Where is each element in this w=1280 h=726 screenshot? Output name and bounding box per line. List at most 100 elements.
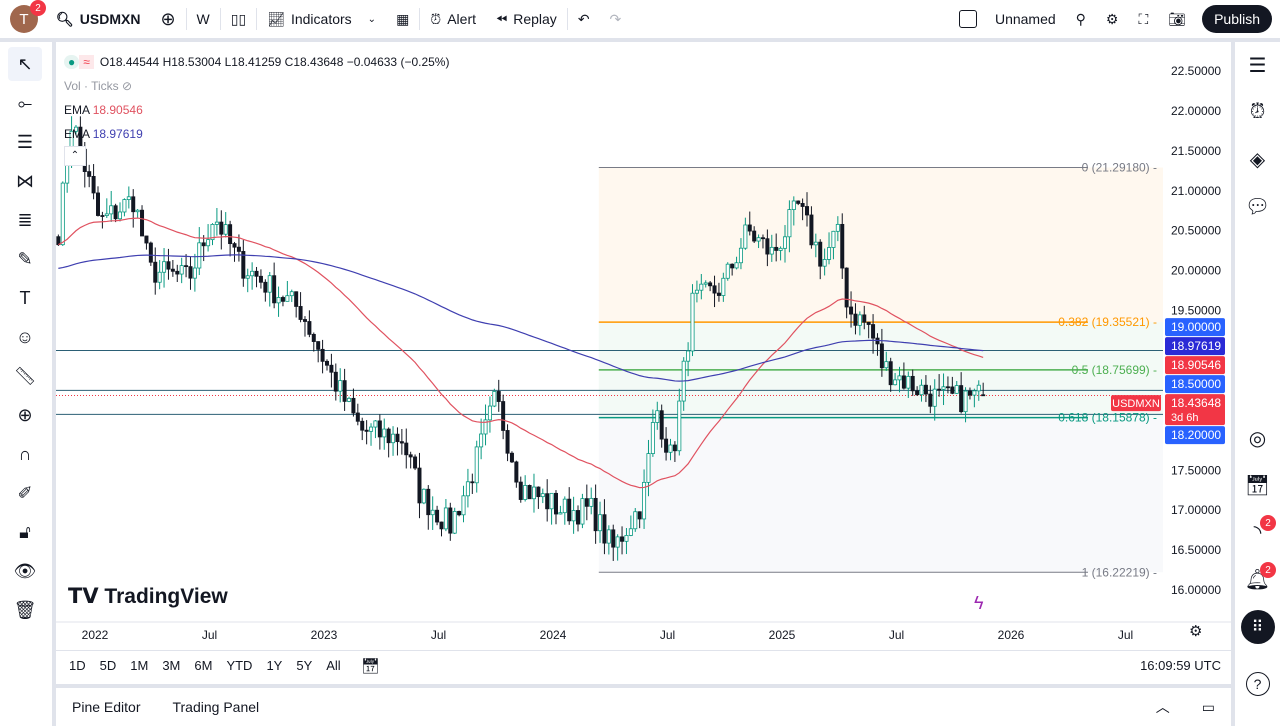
quick-search-button[interactable]: ⚲ (1066, 0, 1096, 38)
ruler-icon: 📏︎ (13, 365, 37, 386)
pattern-tool[interactable]: ⋈ (8, 164, 42, 198)
fib-tool[interactable]: ≣ (8, 203, 42, 237)
range-1d[interactable]: 1D (69, 658, 86, 673)
lock-tool[interactable]: 🔓︎ (8, 515, 42, 549)
candle-body (646, 453, 651, 483)
candle-body (373, 420, 378, 428)
collapse-panel-icon[interactable]: ︿ (1155, 699, 1170, 715)
undo-button[interactable]: ↶ (568, 0, 600, 38)
ideas-button[interactable]: ◝ 2 (1235, 509, 1280, 556)
maximize-panel-icon[interactable]: ▭ (1201, 698, 1215, 715)
range-5d[interactable]: 5D (99, 658, 117, 673)
candle-body (580, 498, 585, 525)
hotlists-button[interactable]: ◎ (1235, 415, 1280, 462)
interval-button[interactable]: W (196, 11, 210, 27)
compare-button[interactable]: ⊕ (150, 0, 185, 38)
candle-body (316, 341, 321, 350)
time-tick: Jul (660, 628, 675, 642)
chat-button[interactable]: 💬︎ (1235, 183, 1280, 230)
range-6m[interactable]: 6M (194, 658, 213, 673)
replay-button[interactable]: ⏪︎ Replay (496, 10, 557, 28)
fullscreen-button[interactable]: ⛶ (1128, 0, 1158, 38)
candle-body (694, 289, 699, 294)
hidden-eye-icon[interactable]: ⊘ (122, 79, 133, 93)
candle-body (87, 171, 92, 177)
symbol-search[interactable]: 🔍︎ USDMXN (56, 10, 141, 28)
redo-button[interactable]: ↷ (600, 0, 632, 38)
text-tool[interactable]: T (8, 281, 42, 315)
pattern-icon: ⋈ (16, 170, 34, 191)
time-tick: 2026 (998, 628, 1025, 642)
candle-body (258, 275, 263, 283)
chart-pane[interactable]: 0 (21.29180) - 0.382 (19.35521) - 0.5 (18.… (56, 42, 1231, 684)
alarm-icon: ⏰︎ (430, 10, 442, 27)
layout-button[interactable]: Unnamed (949, 0, 1066, 38)
range-1y[interactable]: 1Y (266, 658, 283, 673)
candle-body (413, 456, 418, 469)
chart-type-button[interactable]: ▯▯ (221, 0, 256, 38)
candle-body (109, 205, 114, 215)
collapse-legend-button[interactable]: ⌃ (64, 146, 86, 166)
brush-tool[interactable]: ✎ (8, 242, 42, 276)
time-tick: Jul (889, 628, 904, 642)
price-label-text: 18.50000 (1171, 377, 1221, 391)
candle-body (668, 444, 673, 453)
publish-button[interactable]: Publish (1202, 5, 1272, 33)
candle-body (492, 391, 497, 407)
candle-body (809, 214, 814, 246)
remove-tool[interactable]: 🗑︎ (8, 593, 42, 627)
cursor-tool[interactable]: ↖ (8, 47, 42, 81)
tradingview-logo: 𝗧𝗩 TradingView (68, 585, 228, 608)
candle-body (655, 410, 660, 423)
time-tick: 2025 (769, 628, 796, 642)
trendline-tool[interactable]: ⟜ (8, 86, 42, 120)
tv-logo-icon: 𝗧𝗩 (68, 585, 105, 608)
range-3m[interactable]: 3M (162, 658, 181, 673)
stay-drawing-tool[interactable]: ✐ (8, 476, 42, 510)
calendar-button[interactable]: 📅︎ (1235, 462, 1280, 509)
candle-body (470, 481, 475, 484)
lightning-icon[interactable]: ϟ (974, 593, 984, 613)
tab-trading-panel[interactable]: Trading Panel (172, 699, 260, 715)
magnet-tool[interactable]: ∩ (8, 437, 42, 471)
alert-button[interactable]: ⏰︎ Alert (430, 10, 477, 28)
candle-body (457, 510, 462, 516)
snapshot-button[interactable]: 📷︎ (1158, 0, 1196, 38)
price-chart[interactable]: 0 (21.29180) - 0.382 (19.35521) - 0.5 (18.… (56, 42, 1231, 650)
tab-pine-editor[interactable]: Pine Editor (72, 699, 141, 715)
indicators-button[interactable]: 📈︎ Indicators ⌄ (267, 10, 377, 28)
range-all[interactable]: All (326, 658, 341, 673)
range-5y[interactable]: 5Y (296, 658, 313, 673)
settings-button[interactable]: ⚙ (1096, 0, 1129, 38)
apps-button[interactable]: ⠿ (1235, 603, 1280, 650)
zoom-tool[interactable]: ⊕ (8, 398, 42, 432)
candle-body (483, 419, 488, 435)
candle-body (624, 535, 629, 542)
notifications-button[interactable]: 🔔︎ 2 (1235, 556, 1280, 603)
candle-body (928, 393, 933, 407)
alerts-button[interactable]: ⏰︎ (1235, 89, 1280, 136)
candle-body (430, 509, 435, 516)
hline-tool[interactable]: ☰ (8, 125, 42, 159)
candle-body (664, 438, 669, 453)
brush-icon: ✎ (17, 248, 33, 269)
emoji-tool[interactable]: ☺ (8, 320, 42, 354)
rewind-icon: ⏪︎ (496, 10, 508, 27)
templates-button[interactable]: ▦ (386, 0, 419, 38)
data-window-button[interactable]: ◈ (1235, 136, 1280, 183)
watchlist-button[interactable]: ☰ (1235, 42, 1280, 89)
date-range-icon[interactable]: 📅︎ (360, 657, 380, 675)
hide-tool[interactable]: 👁︎ (8, 554, 42, 588)
range-ytd[interactable]: YTD (226, 658, 253, 673)
candle-body (584, 498, 589, 507)
price-label (1165, 426, 1225, 445)
axis-settings-icon[interactable]: ⚙ (1189, 623, 1203, 640)
candle-body (382, 428, 387, 438)
help-button[interactable]: ? (1235, 660, 1280, 707)
measure-tool[interactable]: 📏︎ (8, 359, 42, 393)
candle-body (549, 492, 554, 510)
candle-body (976, 384, 981, 392)
range-1m[interactable]: 1M (130, 658, 149, 673)
candle-body (782, 236, 787, 249)
